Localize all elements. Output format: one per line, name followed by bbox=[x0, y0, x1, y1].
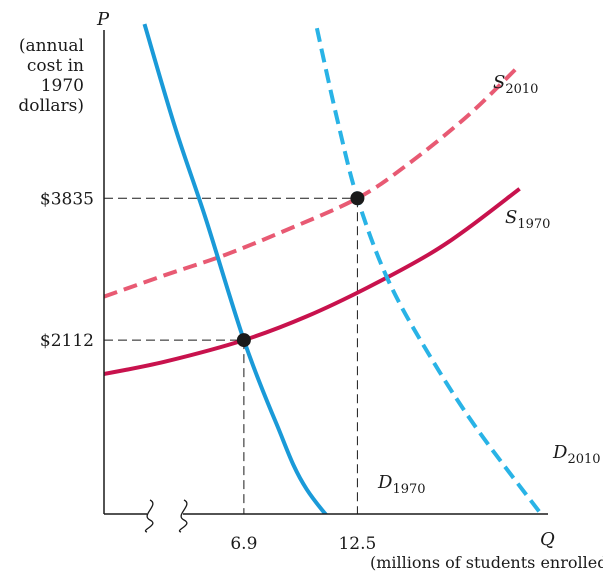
equilibrium-points bbox=[236, 191, 365, 348]
axes: P Q bbox=[96, 9, 555, 550]
series-label-subscript: 1970 bbox=[517, 217, 550, 232]
y-tick-labels: $2112 $3835 bbox=[40, 189, 94, 351]
series-label-s1970: S1970 bbox=[505, 207, 550, 232]
x-axis-label: (millions of students enrolled) bbox=[370, 553, 603, 572]
x-axis-symbol: Q bbox=[540, 529, 555, 550]
guide-lines bbox=[104, 197, 358, 514]
series-labels: S1970 S2010 D1970 D2010 bbox=[377, 72, 601, 497]
series-s1970-line bbox=[104, 187, 521, 376]
x-tick-label: 12.5 bbox=[338, 534, 376, 554]
equilibrium-point bbox=[350, 191, 365, 206]
series-curves bbox=[104, 23, 544, 514]
y-axis-label-line: dollars) bbox=[18, 96, 84, 116]
y-tick-label: $3835 bbox=[40, 189, 94, 209]
y-axis-label: (annual cost in 1970 dollars) bbox=[0, 36, 84, 116]
equilibrium-point bbox=[236, 333, 251, 348]
series-label-subscript: 2010 bbox=[505, 82, 538, 97]
y-axis-label-line: (annual bbox=[18, 36, 84, 56]
axis-break bbox=[144, 499, 188, 533]
x-tick-labels: 6.9 12.5 bbox=[230, 534, 376, 554]
series-label-d1970: D1970 bbox=[377, 472, 426, 497]
x-tick-label: 6.9 bbox=[230, 534, 257, 554]
y-axis-label-line: 1970 bbox=[40, 76, 84, 96]
y-axis-symbol: P bbox=[96, 9, 110, 30]
y-axis-label-line: cost in bbox=[26, 56, 84, 76]
series-label-subscript: 1970 bbox=[392, 482, 425, 497]
y-tick-label: $2112 bbox=[40, 331, 94, 351]
series-d1970-line bbox=[142, 23, 329, 514]
series-label-subscript: 2010 bbox=[567, 452, 600, 467]
series-label-s2010: S2010 bbox=[493, 72, 538, 97]
series-s2010-line bbox=[104, 63, 521, 299]
series-label-d2010: D2010 bbox=[552, 442, 601, 467]
series-d2010-line bbox=[314, 27, 544, 514]
